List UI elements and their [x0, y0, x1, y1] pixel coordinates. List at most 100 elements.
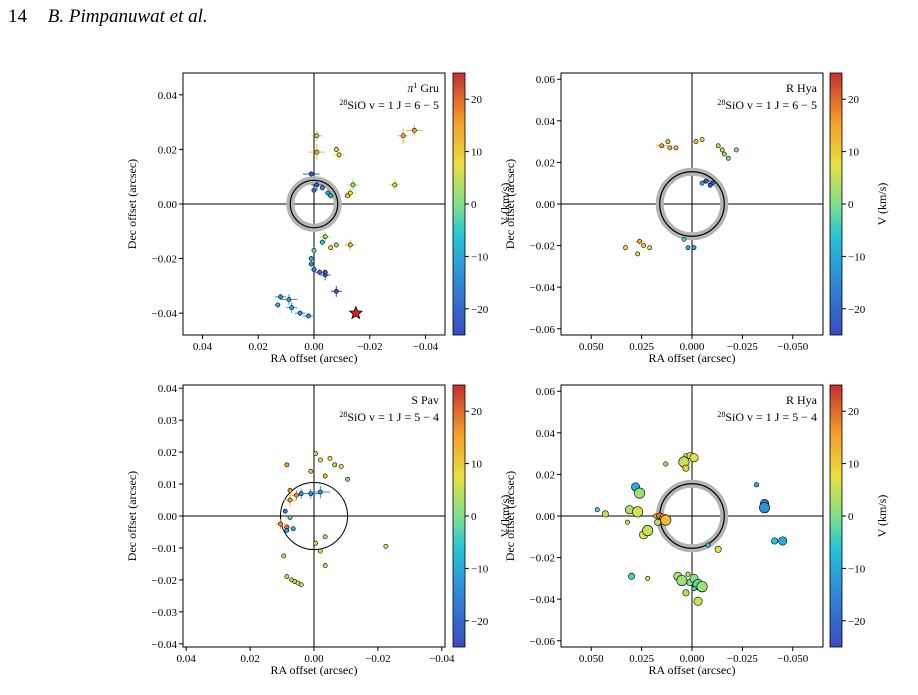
maser-spot [778, 536, 788, 546]
y-tick-label: −0.06 [530, 636, 556, 648]
maser-spot [632, 506, 644, 518]
y-tick-label: 0.02 [536, 157, 555, 169]
maser-spot [319, 185, 325, 191]
maser-spot [287, 488, 293, 493]
maser-spot [297, 310, 303, 316]
x-tick-label: −0.04 [429, 653, 455, 665]
maser-spot [673, 145, 679, 151]
maser-spot [313, 540, 318, 546]
y-tick-label: −0.01 [152, 543, 177, 555]
maser-spot [333, 147, 339, 152]
maser-spot [286, 297, 292, 302]
maser-spot [333, 242, 339, 248]
x-tick-label: 0.02 [249, 341, 268, 353]
maser-spot [400, 133, 406, 139]
panel-star-name-rest: Gru [417, 81, 439, 95]
maser-spot [691, 586, 697, 592]
maser-spot [275, 302, 281, 308]
colorbar [452, 384, 466, 648]
colorbar-tick-label: 10 [848, 147, 860, 159]
colorbar-tick-label: 10 [471, 147, 483, 159]
x-tick-label: 0.04 [193, 341, 213, 353]
maser-spot [287, 515, 293, 520]
maser-spot [317, 457, 323, 463]
colorbar-tick-label: −20 [848, 616, 866, 628]
maser-spot [322, 234, 328, 240]
maser-spot [314, 149, 320, 155]
colorbar-tick-label: 20 [848, 94, 860, 106]
maser-spot [289, 305, 295, 311]
maser-spot [327, 456, 333, 461]
colorbar-tick-label: 0 [848, 199, 854, 211]
maser-spot [284, 462, 290, 468]
maser-spot [350, 182, 356, 188]
x-axis-label: RA offset (arcsec) [648, 351, 735, 365]
stellar-disc-ring [289, 179, 339, 229]
maser-spot [654, 518, 662, 526]
x-tick-label: −0.025 [727, 653, 758, 665]
x-tick-label: −0.050 [777, 653, 808, 665]
panel-star-name: R Hya [786, 393, 818, 407]
maser-spot [634, 487, 646, 499]
y-tick-label: 0.02 [536, 469, 555, 481]
maser-spot [298, 582, 304, 588]
maser-spot [319, 239, 325, 245]
y-tick-label: −0.02 [530, 553, 555, 565]
maser-spot [308, 256, 314, 261]
maser-spot [281, 553, 287, 559]
panel-transition-isotope: 28 [717, 98, 725, 107]
maser-spot [681, 236, 687, 242]
colorbar-tick-label: −20 [848, 304, 866, 316]
panel-star-name-base: R Hya [786, 81, 818, 95]
maser-spot [642, 525, 654, 537]
x-tick-label: −0.050 [777, 341, 808, 353]
maser-spot [623, 245, 628, 251]
panel-star-name: R Hya [786, 81, 818, 95]
maser-spot [298, 491, 304, 497]
y-tick-label: −0.04 [152, 308, 178, 320]
maser-spot [328, 245, 334, 251]
maser-spot [383, 543, 389, 549]
y-tick-label: −0.04 [530, 282, 556, 294]
maser-spot [691, 245, 697, 251]
maser-spot [660, 514, 672, 526]
panel-transition-text: SiO v = 1 J = 6 − 5 [725, 98, 817, 112]
maser-spot [699, 180, 705, 186]
panel-transition: 28SiO v = 1 J = 6 − 5 [339, 98, 439, 113]
x-tick-label: 0.04 [177, 653, 197, 665]
y-tick-label: 0.06 [536, 74, 556, 86]
maser-spot [311, 247, 317, 253]
colorbar-tick-label: 20 [471, 94, 483, 106]
x-tick-label: 0.000 [680, 653, 705, 665]
x-axis-label: RA offset (arcsec) [648, 663, 735, 677]
panel-star-name-base: π [407, 81, 414, 95]
maser-spot [601, 510, 609, 518]
colorbar [829, 384, 843, 648]
maser-spot [328, 193, 334, 199]
maser-spot [322, 473, 328, 479]
colorbar-tick-label: 0 [471, 199, 477, 211]
maser-spot [645, 575, 651, 581]
panel-transition-text: SiO v = 1 J = 6 − 5 [347, 98, 439, 112]
maser-spot [682, 464, 690, 472]
maser-spot [725, 155, 731, 161]
maser-spot [284, 527, 290, 533]
maser-spot [278, 294, 283, 300]
maser-spot [314, 182, 320, 188]
panel-star-name-base: R Hya [786, 393, 818, 407]
panel-3: 0.04 0.02 0.00 −0.02 −0.04 −0.04 −0.03 −0.02 −0.… [125, 383, 512, 677]
maser-spot [715, 143, 721, 149]
maser-spot [333, 288, 339, 294]
x-tick-label: −0.04 [413, 341, 439, 353]
y-tick-label: 0.00 [158, 511, 178, 523]
maser-spot [306, 313, 311, 319]
maser-spot [721, 151, 727, 157]
colorbar-tick-label: 10 [848, 459, 860, 471]
x-tick-label: 0.050 [579, 341, 604, 353]
panel-star-name: S Pav [411, 393, 439, 407]
y-axis-label: Dec offset (arcsec) [503, 471, 517, 561]
panel-star-name: π1 Gru [407, 81, 439, 96]
panel-transition-isotope: 28 [339, 98, 347, 107]
maser-spot [635, 251, 640, 257]
panel-transition: 28SiO v = 1 J = 5 − 4 [717, 410, 817, 425]
